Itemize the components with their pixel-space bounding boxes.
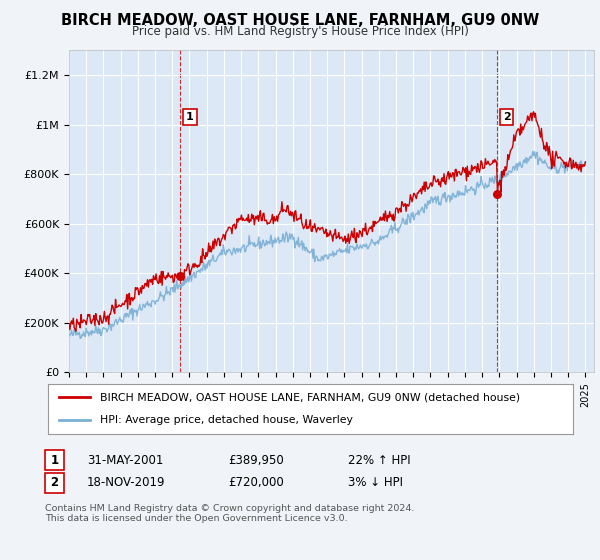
Text: 1: 1 <box>50 454 59 467</box>
Text: Contains HM Land Registry data © Crown copyright and database right 2024.
This d: Contains HM Land Registry data © Crown c… <box>45 504 415 524</box>
Point <box>175 272 184 281</box>
Text: 3% ↓ HPI: 3% ↓ HPI <box>348 476 403 489</box>
Text: 2: 2 <box>50 476 59 489</box>
Text: 1: 1 <box>186 112 194 122</box>
Text: 18-NOV-2019: 18-NOV-2019 <box>87 476 166 489</box>
Text: Price paid vs. HM Land Registry's House Price Index (HPI): Price paid vs. HM Land Registry's House … <box>131 25 469 38</box>
Text: BIRCH MEADOW, OAST HOUSE LANE, FARNHAM, GU9 0NW: BIRCH MEADOW, OAST HOUSE LANE, FARNHAM, … <box>61 13 539 28</box>
Text: £389,950: £389,950 <box>228 454 284 467</box>
Text: 2: 2 <box>503 112 511 122</box>
Text: 31-MAY-2001: 31-MAY-2001 <box>87 454 163 467</box>
Point <box>493 190 502 199</box>
Text: 22% ↑ HPI: 22% ↑ HPI <box>348 454 410 467</box>
Text: HPI: Average price, detached house, Waverley: HPI: Average price, detached house, Wave… <box>101 416 353 426</box>
Text: BIRCH MEADOW, OAST HOUSE LANE, FARNHAM, GU9 0NW (detached house): BIRCH MEADOW, OAST HOUSE LANE, FARNHAM, … <box>101 392 521 402</box>
Text: £720,000: £720,000 <box>228 476 284 489</box>
